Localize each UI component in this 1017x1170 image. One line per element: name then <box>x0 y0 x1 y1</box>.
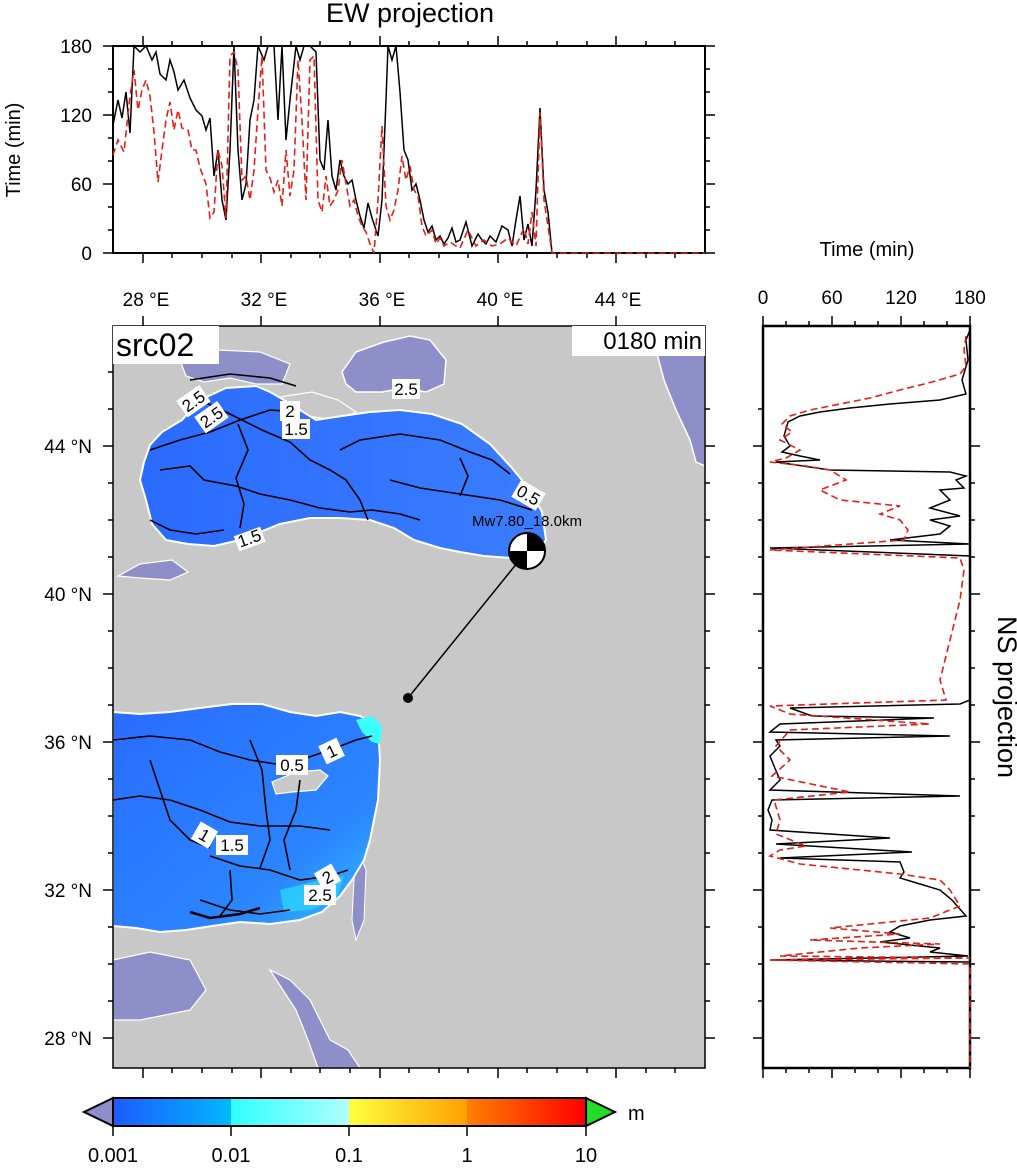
colorbar-tick: 0.1 <box>335 1145 363 1167</box>
azov-sea <box>341 335 447 393</box>
ns-curve-black <box>767 329 971 1068</box>
lat-label: 40 °N <box>44 585 92 606</box>
ew-xtick: 40 °E <box>477 290 524 311</box>
lat-label: 36 °N <box>44 733 92 754</box>
ew-ytick: 60 <box>71 175 92 196</box>
epicenter-connector <box>407 551 527 699</box>
ns-curve-red <box>767 335 971 1068</box>
colorbar-tick: 0.01 <box>212 1145 251 1167</box>
ew-xtick: 36 °E <box>359 290 406 311</box>
ew-curve-red <box>112 50 705 254</box>
colorbar-high-arrow <box>585 1096 618 1128</box>
ew-xtick: 44 °E <box>595 290 642 311</box>
ns-xlabel: Time (min) <box>820 239 915 261</box>
high-amplitude-zone <box>356 716 382 744</box>
contour-label: 1.5 <box>284 420 308 439</box>
lat-label: 44 °N <box>44 437 92 458</box>
contour-label: 0.5 <box>280 756 304 775</box>
ew-xticks <box>142 36 676 263</box>
mediterranean-contours <box>113 735 373 920</box>
ew-yticks <box>103 45 715 254</box>
contour-label: 2 <box>285 402 294 421</box>
black-sea-contours <box>149 373 533 535</box>
ew-ytick: 0 <box>81 244 92 265</box>
map-lat-ticks <box>103 371 715 1039</box>
ns-ticks <box>753 316 980 1078</box>
nile-delta-patch <box>113 951 207 1021</box>
ew-xtick: 32 °E <box>241 290 288 311</box>
focal-mechanism-icon <box>508 532 546 570</box>
ns-xtick: 60 <box>821 288 842 309</box>
colorbar-tick: 0.001 <box>88 1145 138 1167</box>
eastern-mediterranean <box>113 703 382 934</box>
event-label: Mw7.80_18.0km <box>472 513 582 530</box>
ew-plot-frame <box>112 45 706 254</box>
contour-label: 2.5 <box>308 886 332 905</box>
ns-xtick: 120 <box>885 288 917 309</box>
contour-label: 2.5 <box>394 380 418 399</box>
ew-title: EW projection <box>326 0 494 28</box>
ew-ylabel: Time (min) <box>3 103 25 198</box>
ew-xtick: 28 °E <box>123 290 170 311</box>
colorbar-tick: 10 <box>575 1145 597 1167</box>
ns-xtick: 180 <box>954 288 986 309</box>
lat-label: 32 °N <box>44 881 92 902</box>
time-label: 0180 min <box>603 328 702 355</box>
epicenter-marker <box>403 693 413 703</box>
map-panel: 2.5 2.5 2 1.5 2.5 0.5 1.5 0.5 1 1 1.5 2 … <box>44 316 715 1078</box>
colorbar: 0.001 0.01 0.1 1 10 m <box>81 1096 645 1167</box>
colorbar-low-arrow <box>81 1096 114 1128</box>
contour-label: 1.5 <box>220 836 244 855</box>
ew-projection-panel: EW projection Time (min) 180 120 60 0 <box>3 0 715 311</box>
ns-projection-panel: Time (min) 0 60 120 180 NS projection <box>753 239 1017 1078</box>
caspian-region-patch <box>651 326 705 467</box>
colorbar-tick: 1 <box>461 1145 472 1167</box>
lat-label: 28 °N <box>44 1029 92 1050</box>
ns-xtick: 0 <box>758 288 769 309</box>
source-label: src02 <box>116 327 194 363</box>
colorbar-unit: m <box>628 1103 645 1125</box>
marmara-patch <box>115 559 190 581</box>
contour-labels: 2.5 2.5 2 1.5 2.5 0.5 1.5 0.5 1 1 1.5 2 … <box>176 379 546 905</box>
ns-title: NS projection <box>992 616 1017 778</box>
map-lon-ticks <box>142 316 676 1078</box>
red-sea-gulf <box>268 968 361 1068</box>
ew-ytick: 120 <box>60 106 92 127</box>
ew-ytick: 180 <box>60 37 92 58</box>
